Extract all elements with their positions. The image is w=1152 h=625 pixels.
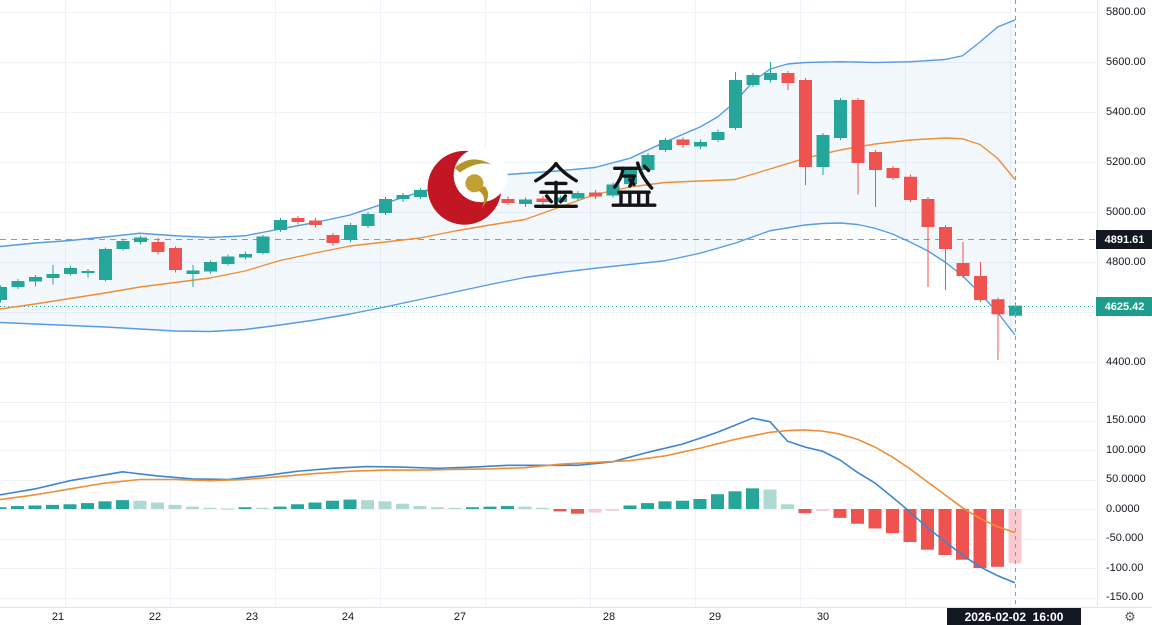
oscillator-tick-label: -50.000 — [1106, 532, 1144, 544]
time-tick-label: 24 — [341, 611, 355, 623]
brand-logo-icon — [427, 148, 508, 225]
brand-watermark-glyphs — [530, 160, 660, 212]
brand-watermark: 金 盛 — [424, 141, 660, 231]
marked-price-badge: 4891.61 — [1096, 230, 1152, 249]
time-tick-label: 22 — [148, 611, 162, 623]
oscillator-tick-label: 50.0000 — [1106, 473, 1146, 485]
price-tick-label: 5600.00 — [1106, 56, 1146, 68]
oscillator-tick-label: 100.000 — [1106, 444, 1146, 456]
price-tick-label: 5000.00 — [1106, 206, 1146, 218]
time-tick-label: 29 — [708, 611, 722, 623]
oscillator-tick-label: -100.00 — [1106, 562, 1144, 574]
char-jin-icon — [534, 161, 578, 208]
last-price-badge: 4625.42 — [1096, 297, 1152, 316]
time-tick-label: 28 — [602, 611, 616, 623]
oscillator-tick-label: -150.00 — [1106, 591, 1144, 603]
gear-icon: ⚙ — [1124, 609, 1136, 624]
crosshair-time-badge: 2026-02-02 16:00 — [947, 608, 1081, 625]
oscillator-tick-label: 0.0000 — [1106, 503, 1140, 515]
price-tick-label: 4800.00 — [1106, 256, 1146, 268]
time-tick-label: 30 — [816, 611, 830, 623]
oscillator-tick-label: 150.000 — [1106, 414, 1146, 426]
time-tick-label: 27 — [453, 611, 467, 623]
price-tick-label: 5400.00 — [1106, 106, 1146, 118]
time-tick-label: 23 — [245, 611, 259, 623]
price-tick-label: 5200.00 — [1106, 156, 1146, 168]
price-axis[interactable]: 5800.00 5600.00 5400.00 5200.00 5000.00 … — [1096, 0, 1152, 607]
time-tick-label: 21 — [51, 611, 65, 623]
char-sheng-icon — [611, 161, 657, 207]
price-tick-label: 5800.00 — [1106, 6, 1146, 18]
time-axis-settings-button[interactable]: ⚙ — [1119, 608, 1141, 625]
time-axis[interactable]: 21 22 23 24 27 28 29 30 2026-02-02 16:00… — [0, 607, 1152, 625]
price-tick-label: 4400.00 — [1106, 356, 1146, 368]
